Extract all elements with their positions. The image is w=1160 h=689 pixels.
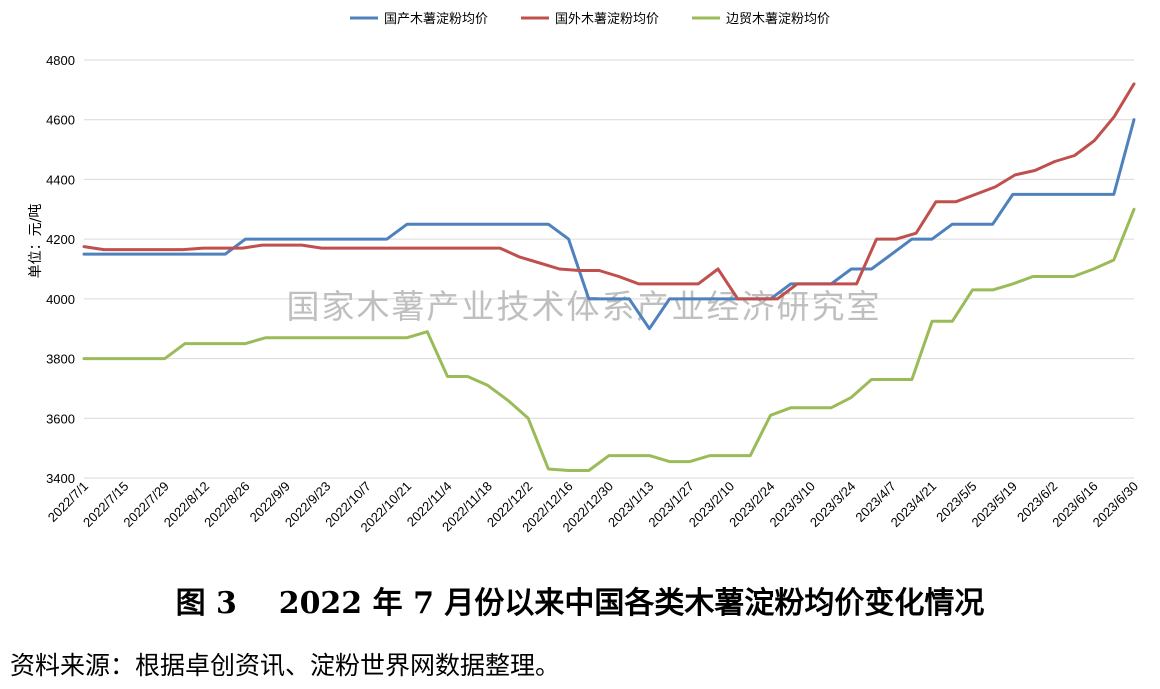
figure-caption: 图 3 2022 年 7 月份以来中国各类木薯淀粉均价变化情况 — [175, 586, 985, 621]
legend-item: 国外木薯淀粉均价 — [521, 12, 659, 27]
y-tick-label: 3800 — [46, 352, 75, 367]
y-tick-label: 4400 — [46, 172, 75, 187]
legend-label: 国外木薯淀粉均价 — [555, 12, 659, 27]
legend-label: 边贸木薯淀粉均价 — [726, 12, 830, 27]
y-axis-label: 单位：元/吨 — [28, 204, 44, 279]
data-source-note: 资料来源：根据卓创资讯、淀粉世界网数据整理。 — [10, 651, 561, 680]
series-line-2 — [82, 82, 1136, 301]
legend-item: 国产木薯淀粉均价 — [350, 12, 488, 27]
y-tick-label: 4600 — [46, 113, 75, 128]
watermark-text: 国家木薯产业技术体系产业经济研究室 — [287, 287, 882, 326]
line-chart: 34003600380040004200440046004800单位：元/吨20… — [28, 12, 1141, 535]
y-tick-label: 4800 — [46, 53, 75, 68]
y-tick-label: 3400 — [46, 471, 75, 486]
series-line-1 — [82, 118, 1136, 331]
y-tick-label: 4000 — [46, 292, 75, 307]
series-line-3 — [82, 207, 1136, 472]
y-tick-label: 4200 — [46, 232, 75, 247]
y-tick-label: 3600 — [46, 411, 75, 426]
legend-label: 国产木薯淀粉均价 — [384, 12, 488, 27]
legend-item: 边贸木薯淀粉均价 — [692, 12, 830, 27]
